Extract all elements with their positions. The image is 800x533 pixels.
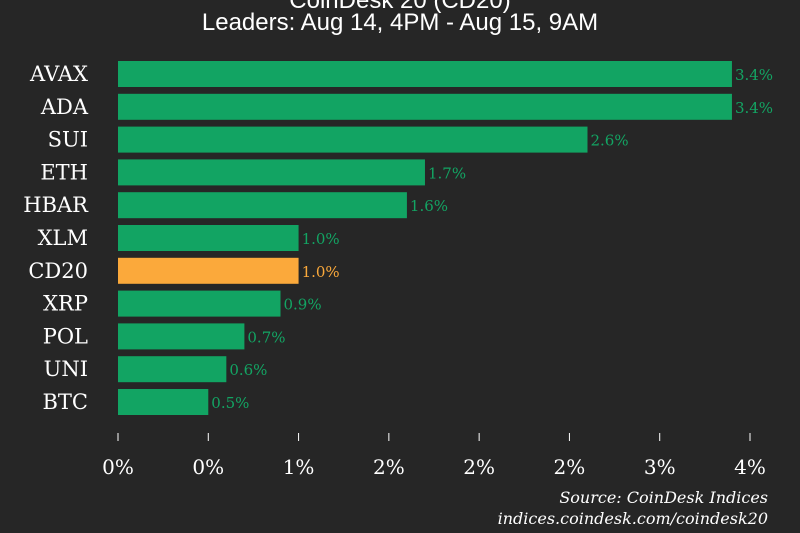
bar <box>118 356 227 383</box>
category-label: HBAR <box>23 193 89 217</box>
bar <box>118 257 299 284</box>
data-label: 3.4% <box>735 66 773 84</box>
category-label: ETH <box>40 160 88 184</box>
bar <box>118 389 209 415</box>
source-credit: Source: CoinDesk Indices <box>559 488 768 507</box>
chart-subtitle: Leaders: Aug 14, 4PM - Aug 15, 9AM <box>201 9 599 36</box>
data-label: 2.6% <box>590 132 628 150</box>
category-label: POL <box>43 324 88 348</box>
category-label: XLM <box>38 226 88 250</box>
category-label: XRP <box>43 292 88 316</box>
bar <box>118 159 425 186</box>
data-label: 0.5% <box>211 394 249 412</box>
x-tick-label: 2% <box>463 455 495 479</box>
bar <box>118 61 732 87</box>
chart-title: CoinDesk 20 (CD20) <box>289 0 511 14</box>
x-tick-label: 3% <box>644 455 676 479</box>
data-label: 1.0% <box>302 263 340 281</box>
data-label: 3.4% <box>735 99 773 117</box>
category-label: UNI <box>44 357 88 381</box>
data-label: 0.7% <box>247 328 285 346</box>
category-label: SUI <box>48 128 88 152</box>
x-tick-label: 0% <box>102 455 134 479</box>
data-label: 0.6% <box>229 361 267 379</box>
x-tick-label: 2% <box>554 455 586 479</box>
source-url: indices.coindesk.com/coindesk20 <box>497 509 768 528</box>
category-label: AVAX <box>29 62 88 86</box>
category-label: BTC <box>42 390 88 414</box>
category-label: ADA <box>40 95 89 119</box>
x-tick-label: 0% <box>192 455 224 479</box>
bar <box>118 290 281 317</box>
bar <box>118 126 588 153</box>
bar <box>118 323 245 350</box>
data-label: 1.0% <box>302 230 340 248</box>
data-label: 0.9% <box>284 296 322 314</box>
bar <box>118 93 732 120</box>
data-label: 1.7% <box>428 164 466 182</box>
bar <box>118 192 407 219</box>
x-tick-label: 4% <box>734 455 766 479</box>
bar <box>118 225 299 251</box>
data-label: 1.6% <box>410 197 448 215</box>
category-label: CD20 <box>28 259 88 283</box>
x-tick-label: 1% <box>283 455 315 479</box>
x-tick-label: 2% <box>373 455 405 479</box>
